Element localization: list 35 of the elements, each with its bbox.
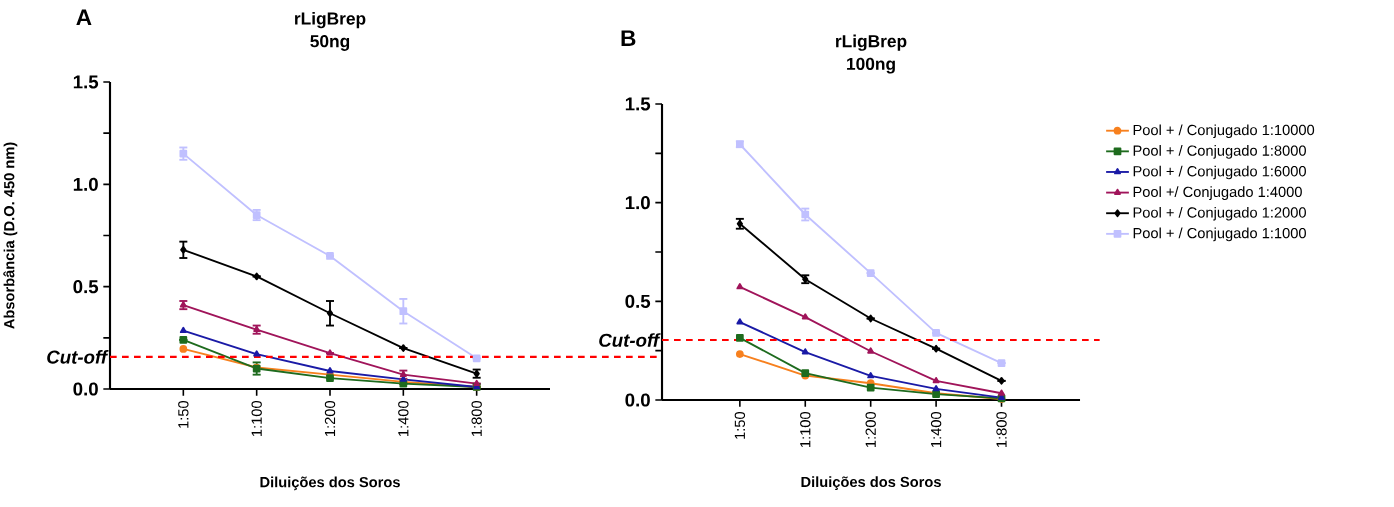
legend-label: Pool +/ Conjugado 1:4000 [1133,186,1302,200]
x-tick-label: 1:100 [251,400,262,436]
y-tick-label: 1.0 [73,177,98,191]
x-tick-label: 1:800 [996,411,1007,447]
x-axis-title: Diluições dos Soros [801,476,941,490]
chart-subtitle: 50ng [310,35,350,51]
legend-label: Pool + / Conjugado 1:2000 [1133,206,1306,221]
x-tick-label: 1:100 [800,411,811,447]
y-tick-label: 1.0 [625,196,650,210]
chart-title: rLigBrep [836,34,907,51]
x-axis-title: Diluições dos Soros [260,476,400,491]
y-tick-label: 0.5 [73,280,99,294]
x-tick-label: 1:400 [930,411,942,447]
legend-label: Pool + / Conjugado 1:8000 [1133,145,1306,159]
y-tick-label: 0.0 [73,382,98,396]
legend-label: Pool + / Conjugado 1:10000 [1133,124,1315,139]
legend-label: Pool + / Conjugado 1:6000 [1133,165,1306,180]
x-tick-label: 1:400 [398,400,409,436]
legend-label: Pool + / Conjugado 1:1000 [1133,227,1306,242]
y-tick-label: 0.0 [625,393,650,407]
y-tick-label: 1.5 [73,75,99,89]
chart-subtitle: 100ng [847,57,895,74]
x-tick-label: 1:50 [178,400,189,428]
ref-line-label: Cut-off [47,350,109,364]
x-tick-label: 1:200 [324,400,336,436]
chart-title: rLigBrep [295,11,366,29]
text: B [621,30,636,47]
x-tick-label: 1:800 [471,400,482,436]
x-tick-label: 1:50 [734,411,746,439]
ref-line-label: Cut-off [599,333,661,347]
y-tick-label: 0.5 [625,294,651,308]
y-axis-title: Absorbância (D.O. 450 nm) [3,142,18,329]
y-tick-label: 1.5 [625,97,651,111]
text: A [76,9,92,26]
x-tick-label: 1:200 [865,411,876,447]
